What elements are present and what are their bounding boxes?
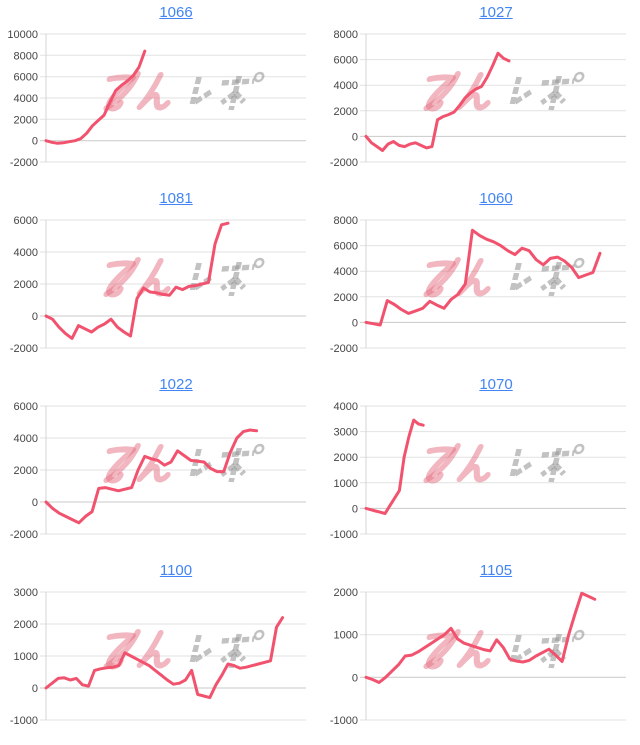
y-grid [360, 219, 626, 349]
data-line [44, 221, 230, 340]
svg-text:4000: 4000 [334, 80, 358, 92]
svg-text:0: 0 [352, 131, 358, 143]
svg-text:4000: 4000 [334, 401, 358, 413]
svg-text:4000: 4000 [14, 433, 38, 445]
data-line [364, 591, 597, 684]
y-axis-labels: -2000 0 2000 4000 6000 [10, 215, 38, 355]
y-grid [40, 405, 306, 535]
minrepo-watermark [423, 257, 585, 298]
svg-text:2000: 2000 [334, 452, 358, 464]
svg-text:-2000: -2000 [330, 157, 358, 169]
svg-text:0: 0 [32, 136, 38, 148]
chart-cell: 1070 -1000 0 1000 2000 3000 4000 [320, 372, 640, 558]
svg-text:6000: 6000 [14, 215, 38, 227]
svg-text:4000: 4000 [14, 93, 38, 105]
svg-text:0: 0 [32, 683, 38, 695]
data-line [44, 428, 259, 525]
svg-text:2000: 2000 [14, 114, 38, 126]
svg-text:0: 0 [32, 497, 38, 509]
y-grid [40, 591, 306, 721]
svg-text:-2000: -2000 [330, 343, 358, 355]
chart-title-link-1081[interactable]: 1081 [159, 190, 193, 207]
svg-text:0: 0 [352, 317, 358, 329]
y-axis-labels: -2000 0 2000 4000 6000 8000 [330, 215, 358, 355]
svg-text:-2000: -2000 [10, 157, 38, 169]
data-line [44, 49, 147, 145]
chart-cell: 1105 -1000 0 1000 2000 [320, 558, 640, 744]
data-line [364, 228, 602, 327]
y-grid [40, 33, 306, 163]
svg-text:6000: 6000 [334, 241, 358, 253]
svg-text:1000: 1000 [334, 630, 358, 642]
y-grid [360, 33, 626, 163]
trend-line-chart: -2000 0 2000 4000 6000 8000 [330, 29, 626, 169]
trend-line-chart: -1000 0 1000 2000 [330, 587, 626, 727]
chart-title-link-1022[interactable]: 1022 [159, 376, 193, 393]
minrepo-watermark [423, 443, 585, 484]
svg-text:6000: 6000 [14, 72, 38, 84]
trend-line-chart: -2000 0 2000 4000 6000 8000 10000 [7, 29, 306, 169]
svg-text:4000: 4000 [14, 247, 38, 259]
y-axis-labels: -1000 0 1000 2000 [330, 587, 358, 727]
trend-line-chart: -1000 0 1000 2000 3000 [10, 587, 306, 727]
svg-text:-2000: -2000 [10, 529, 38, 541]
y-axis-labels: -1000 0 1000 2000 3000 4000 [330, 401, 358, 541]
svg-text:8000: 8000 [334, 215, 358, 227]
svg-text:0: 0 [352, 672, 358, 684]
svg-text:2000: 2000 [14, 619, 38, 631]
svg-text:1000: 1000 [14, 651, 38, 663]
chart-title-link-1027[interactable]: 1027 [479, 4, 513, 21]
chart-title-link-1070[interactable]: 1070 [479, 376, 513, 393]
minrepo-watermark [103, 71, 265, 112]
svg-text:-1000: -1000 [330, 529, 358, 541]
data-line [364, 51, 511, 152]
data-line [364, 418, 425, 515]
svg-text:10000: 10000 [7, 29, 38, 41]
y-grid [40, 219, 306, 349]
svg-text:1000: 1000 [334, 478, 358, 490]
chart-cell: 1100 -1000 0 1000 2000 3000 [0, 558, 320, 744]
chart-cell: 1027 -2000 0 2000 4000 6000 8000 [320, 0, 640, 186]
chart-title-link-1060[interactable]: 1060 [479, 190, 513, 207]
chart-title-link-1066[interactable]: 1066 [159, 4, 193, 21]
trend-line-chart: -2000 0 2000 4000 6000 [10, 215, 306, 355]
minrepo-watermark [423, 71, 585, 112]
svg-text:4000: 4000 [334, 266, 358, 278]
svg-text:3000: 3000 [14, 587, 38, 599]
svg-text:2000: 2000 [14, 465, 38, 477]
chart-cell: 1060 -2000 0 2000 4000 6000 8000 [320, 186, 640, 372]
svg-text:-2000: -2000 [10, 343, 38, 355]
svg-text:-1000: -1000 [330, 715, 358, 727]
svg-text:-1000: -1000 [10, 715, 38, 727]
y-axis-labels: -2000 0 2000 4000 6000 [10, 401, 38, 541]
svg-text:2000: 2000 [14, 279, 38, 291]
trend-line-chart: -2000 0 2000 4000 6000 [10, 401, 306, 541]
trend-line-chart: -2000 0 2000 4000 6000 8000 [330, 215, 626, 355]
svg-text:6000: 6000 [334, 55, 358, 67]
chart-cell: 1081 -2000 0 2000 4000 6000 [0, 186, 320, 372]
y-axis-labels: -2000 0 2000 4000 6000 8000 [330, 29, 358, 169]
minrepo-watermark [103, 629, 265, 670]
y-grid [360, 405, 626, 535]
chart-cell: 1066 -2000 0 2000 4000 6000 8000 10000 [0, 0, 320, 186]
svg-text:8000: 8000 [334, 29, 358, 41]
svg-text:2000: 2000 [334, 106, 358, 118]
svg-text:6000: 6000 [14, 401, 38, 413]
y-grid [360, 591, 626, 721]
svg-text:2000: 2000 [334, 587, 358, 599]
y-axis-labels: -1000 0 1000 2000 3000 [10, 587, 38, 727]
minrepo-watermark [103, 443, 265, 484]
chart-cell: 1022 -2000 0 2000 4000 6000 [0, 372, 320, 558]
svg-text:2000: 2000 [334, 292, 358, 304]
svg-text:0: 0 [32, 311, 38, 323]
data-line [44, 616, 285, 700]
chart-title-link-1105[interactable]: 1105 [479, 562, 513, 579]
svg-text:0: 0 [352, 503, 358, 515]
trend-line-chart: -1000 0 1000 2000 3000 4000 [330, 401, 626, 541]
y-axis-labels: -2000 0 2000 4000 6000 8000 10000 [7, 29, 38, 169]
svg-text:8000: 8000 [14, 50, 38, 62]
chart-title-link-1100[interactable]: 1100 [159, 562, 193, 579]
svg-text:3000: 3000 [334, 427, 358, 439]
